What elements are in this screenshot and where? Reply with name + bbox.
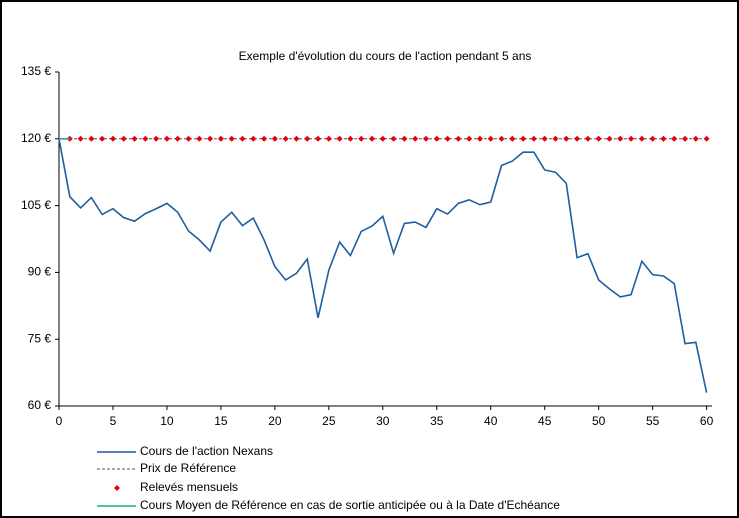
- data-marker: [174, 135, 181, 142]
- legend-marker: [114, 485, 120, 491]
- data-marker: [347, 135, 354, 142]
- data-marker: [282, 135, 289, 142]
- data-marker: [703, 135, 710, 142]
- data-marker: [228, 135, 235, 142]
- data-marker: [163, 135, 170, 142]
- data-marker: [131, 135, 138, 142]
- chart-title: Exemple d'évolution du cours de l'action…: [239, 49, 532, 63]
- legend-label: Prix de Référence: [140, 461, 236, 475]
- data-marker: [552, 135, 559, 142]
- y-tick-label: 135 €: [21, 64, 51, 78]
- data-marker: [412, 135, 419, 142]
- data-marker: [541, 135, 548, 142]
- y-tick-label: 60 €: [28, 398, 52, 412]
- data-marker: [628, 135, 635, 142]
- data-marker: [390, 135, 397, 142]
- data-marker: [293, 135, 300, 142]
- data-marker: [271, 135, 278, 142]
- y-tick-label: 120 €: [21, 131, 51, 145]
- data-marker: [196, 135, 203, 142]
- data-marker: [530, 135, 537, 142]
- data-marker: [250, 135, 257, 142]
- data-marker: [584, 135, 591, 142]
- x-tick-label: 5: [110, 414, 117, 428]
- x-tick-label: 40: [484, 414, 498, 428]
- data-marker: [487, 135, 494, 142]
- data-marker: [153, 135, 160, 142]
- x-tick-label: 25: [322, 414, 336, 428]
- data-marker: [433, 135, 440, 142]
- data-marker: [455, 135, 462, 142]
- x-tick-label: 20: [268, 414, 282, 428]
- data-marker: [595, 135, 602, 142]
- data-marker: [617, 135, 624, 142]
- data-marker: [304, 135, 311, 142]
- y-tick-label: 75 €: [28, 331, 52, 345]
- x-tick-label: 50: [592, 414, 606, 428]
- legend-label: Relevés mensuels: [140, 480, 238, 494]
- x-tick-label: 35: [430, 414, 444, 428]
- data-marker: [476, 135, 483, 142]
- data-marker: [358, 135, 365, 142]
- data-marker: [207, 135, 214, 142]
- data-marker: [509, 135, 516, 142]
- data-marker: [239, 135, 246, 142]
- data-marker: [99, 135, 106, 142]
- x-tick-label: 55: [646, 414, 660, 428]
- data-marker: [563, 135, 570, 142]
- data-marker: [369, 135, 376, 142]
- data-marker: [77, 135, 84, 142]
- data-marker: [120, 135, 127, 142]
- legend-label: Cours Moyen de Référence en cas de sorti…: [140, 498, 560, 512]
- data-marker: [217, 135, 224, 142]
- data-marker: [325, 135, 332, 142]
- data-marker: [185, 135, 192, 142]
- x-tick-label: 30: [376, 414, 390, 428]
- series-line: [58, 138, 708, 393]
- data-marker: [315, 135, 322, 142]
- data-marker: [379, 135, 386, 142]
- data-marker: [660, 135, 667, 142]
- data-marker: [692, 135, 699, 142]
- x-tick-label: 60: [700, 414, 714, 428]
- x-tick-label: 10: [160, 414, 174, 428]
- y-tick-label: 105 €: [21, 198, 51, 212]
- data-marker: [401, 135, 408, 142]
- data-marker: [109, 135, 116, 142]
- x-tick-label: 0: [56, 414, 63, 428]
- data-marker: [671, 135, 678, 142]
- data-marker: [336, 135, 343, 142]
- data-marker: [88, 135, 95, 142]
- y-tick-label: 90 €: [28, 265, 52, 279]
- data-marker: [422, 135, 429, 142]
- x-tick-label: 15: [214, 414, 228, 428]
- data-marker: [520, 135, 527, 142]
- data-marker: [444, 135, 451, 142]
- legend-label: Cours de l'action Nexans: [140, 444, 273, 458]
- data-marker: [638, 135, 645, 142]
- data-marker: [261, 135, 268, 142]
- data-marker: [682, 135, 689, 142]
- data-marker: [466, 135, 473, 142]
- data-marker: [606, 135, 613, 142]
- data-marker: [649, 135, 656, 142]
- data-marker: [574, 135, 581, 142]
- x-tick-label: 45: [538, 414, 552, 428]
- data-marker: [498, 135, 505, 142]
- data-marker: [142, 135, 149, 142]
